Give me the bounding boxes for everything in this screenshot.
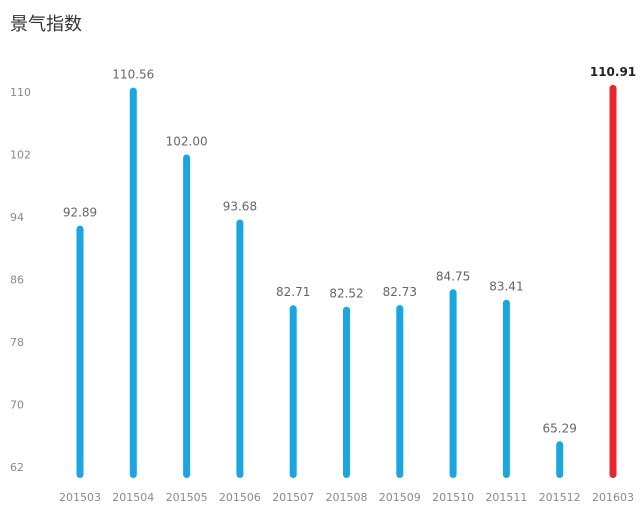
bar [396, 305, 404, 478]
bar-value-label: 92.89 [63, 206, 97, 220]
bar-value-label: 110.56 [112, 68, 154, 82]
y-tick-label: 70 [10, 399, 24, 412]
x-tick-label: 201506 [219, 491, 261, 504]
bar [449, 289, 457, 478]
x-tick-label: 201507 [272, 491, 314, 504]
x-tick-label: 201603 [592, 491, 634, 504]
bar-value-label: 84.75 [436, 269, 470, 283]
x-tick-label: 201509 [379, 491, 421, 504]
x-tick-label: 201504 [112, 491, 154, 504]
y-tick-label: 62 [10, 461, 24, 474]
y-tick-label: 110 [10, 86, 31, 99]
bar [76, 225, 84, 478]
x-tick-label: 201503 [59, 491, 101, 504]
bar-value-label: 93.68 [223, 200, 257, 214]
bar [289, 305, 297, 478]
x-tick-label: 201508 [326, 491, 368, 504]
x-tick-label: 201512 [539, 491, 581, 504]
y-tick-label: 78 [10, 336, 24, 349]
bar [343, 306, 350, 478]
bar [129, 87, 137, 478]
x-tick-label: 201511 [485, 491, 527, 504]
y-tick-label: 94 [10, 211, 24, 224]
bar-value-label: 82.73 [383, 285, 417, 299]
bar-value-label: 83.41 [489, 280, 523, 294]
y-tick-label: 102 [10, 149, 31, 162]
chart-title: 景气指数 [10, 14, 82, 35]
bar-value-label: 82.52 [329, 287, 363, 301]
y-tick-label: 86 [10, 274, 24, 287]
bar-value-label: 110.91 [590, 65, 636, 79]
bar-value-label: 65.29 [543, 421, 577, 435]
bar [609, 84, 617, 478]
bar [502, 299, 510, 478]
x-tick-label: 201505 [166, 491, 208, 504]
bar [236, 219, 244, 478]
bar [183, 154, 191, 478]
bar-value-label: 82.71 [276, 285, 310, 299]
x-tick-label: 201510 [432, 491, 474, 504]
bar [556, 441, 564, 478]
bar-value-label: 102.00 [166, 135, 208, 149]
